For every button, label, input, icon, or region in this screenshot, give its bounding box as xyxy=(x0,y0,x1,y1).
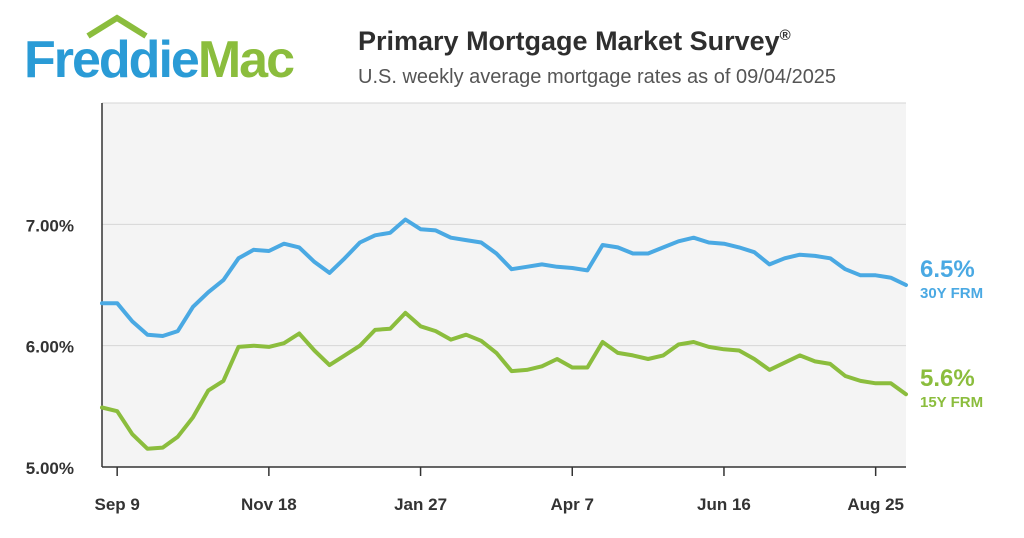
x-tick-label: Jan 27 xyxy=(394,495,447,514)
x-tick-label: Nov 18 xyxy=(241,495,297,514)
logo-wordmark: FreddieMac xyxy=(24,31,295,89)
x-tick-label: Apr 7 xyxy=(551,495,594,514)
frm15-series-line xyxy=(100,310,908,451)
registered-mark: ® xyxy=(779,27,791,44)
x-tick-label: Aug 25 xyxy=(847,495,904,514)
x-tick-label: Jun 16 xyxy=(697,495,751,514)
frm15-series-name: 15Y FRM xyxy=(920,394,984,411)
frm30-end-label: 6.5% 30Y FRM xyxy=(920,256,984,302)
y-tick-label: 5.00% xyxy=(26,459,74,478)
frm30-series-name: 30Y FRM xyxy=(920,285,984,302)
chart-title-text: Primary Mortgage Market Survey xyxy=(358,26,780,56)
roof-icon xyxy=(86,14,148,39)
y-tick-label: 6.00% xyxy=(26,338,74,357)
frm30-series-line xyxy=(100,217,908,338)
plot-area xyxy=(102,103,906,467)
y-tick-label: 7.00% xyxy=(26,216,74,235)
logo-freddie: Freddie xyxy=(24,31,200,89)
chart-subtitle: U.S. weekly average mortgage rates as of… xyxy=(358,66,837,88)
frm15-end-value: 5.6% xyxy=(920,365,975,392)
chart-title: Primary Mortgage Market Survey® xyxy=(358,26,791,57)
freddie-mac-logo: FreddieMac xyxy=(22,12,332,92)
x-tick-label: Sep 9 xyxy=(94,495,139,514)
frm30-end-value: 6.5% xyxy=(920,256,975,283)
frm15-end-label: 5.6% 15Y FRM xyxy=(920,365,984,411)
logo-mac: Mac xyxy=(197,31,295,89)
